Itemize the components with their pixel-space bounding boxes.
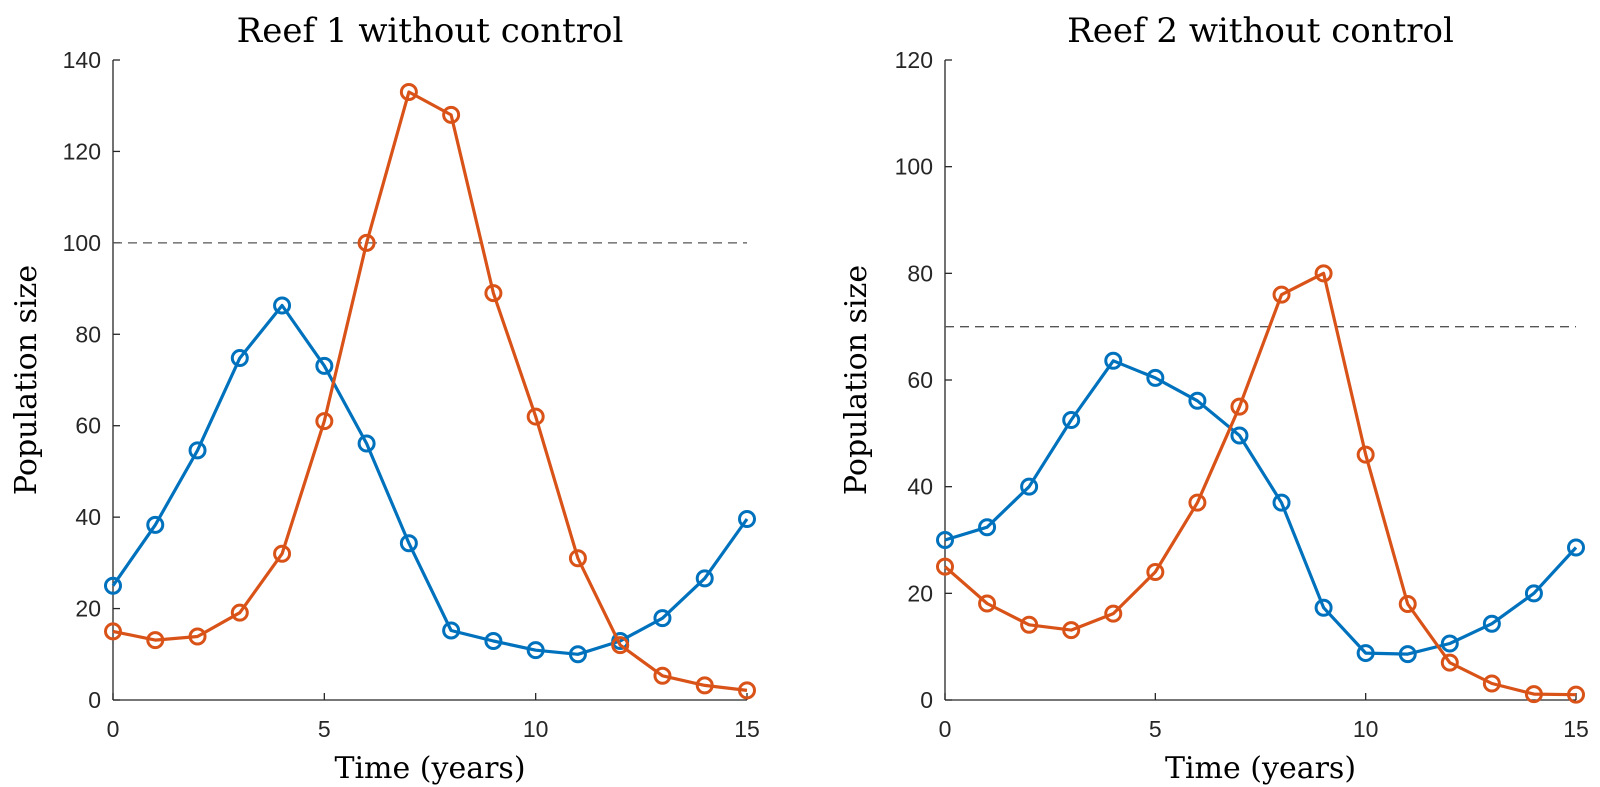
data-point	[273, 296, 292, 315]
x-tick-label: 15	[1563, 716, 1589, 742]
data-point	[1062, 411, 1081, 429]
y-tick-label: 0	[920, 687, 933, 713]
data-point	[230, 603, 249, 622]
x-tick-label: 10	[1353, 716, 1379, 742]
data-point	[188, 441, 207, 460]
y-tick-label: 20	[75, 596, 101, 622]
data-point	[1356, 644, 1375, 663]
y-tick-label: 40	[907, 474, 933, 500]
data-point	[357, 233, 376, 252]
y-tick-label: 40	[75, 504, 101, 530]
data-point	[1146, 563, 1165, 581]
y-tick-label: 60	[907, 367, 933, 393]
x-tick-label: 5	[318, 716, 331, 742]
series-line-2	[112, 90, 748, 692]
data-point	[1567, 538, 1585, 557]
data-point	[1398, 645, 1417, 664]
data-point	[1272, 493, 1291, 512]
data-point	[230, 349, 249, 368]
data-point	[1314, 264, 1333, 283]
data-point	[1188, 391, 1207, 410]
data-point	[1020, 477, 1039, 496]
data-point	[526, 407, 545, 426]
series-line-1	[944, 359, 1578, 656]
data-point	[146, 631, 165, 650]
data-point	[568, 645, 587, 664]
x-axis-label: Time (years)	[334, 751, 525, 786]
data-point	[1482, 614, 1501, 633]
y-tick-label: 20	[907, 580, 933, 606]
data-point	[315, 356, 334, 375]
data-point	[104, 622, 122, 641]
data-point	[653, 609, 672, 628]
y-tick-label: 120	[895, 47, 933, 73]
data-point	[1440, 634, 1459, 653]
data-point	[399, 534, 418, 553]
data-point	[1020, 615, 1039, 634]
y-tick-label: 80	[75, 321, 101, 347]
data-point	[484, 284, 503, 303]
data-point	[695, 569, 714, 588]
data-point	[188, 627, 207, 646]
data-point	[611, 636, 630, 655]
data-point	[442, 621, 461, 640]
data-point	[399, 83, 418, 101]
data-point	[1314, 598, 1333, 617]
y-tick-label: 60	[75, 413, 101, 439]
data-point	[695, 676, 714, 695]
chart-panel-2: Reef 2 without control 0 20 40 60 80 100 120 0 5 1…	[839, 11, 1589, 786]
data-point	[1567, 685, 1585, 704]
data-point	[484, 632, 503, 651]
y-tick-label: 100	[63, 230, 101, 256]
data-point	[1398, 595, 1417, 613]
y-tick-label: 0	[88, 687, 101, 713]
data-point	[1482, 674, 1501, 693]
data-point	[738, 509, 756, 528]
data-point	[1524, 584, 1543, 603]
data-point	[1230, 397, 1249, 416]
data-point	[738, 681, 756, 700]
data-point	[936, 557, 954, 576]
y-axis-label: Population size	[839, 265, 874, 495]
x-axis-label: Time (years)	[1165, 751, 1356, 786]
data-point	[1104, 604, 1123, 623]
data-point	[526, 641, 545, 660]
data-point	[104, 576, 122, 595]
data-point	[1146, 368, 1165, 387]
data-point	[1440, 653, 1459, 672]
data-point	[357, 434, 376, 453]
data-point	[442, 105, 461, 124]
data-point	[273, 544, 292, 563]
x-tick-label: 5	[1149, 716, 1162, 742]
chart-title: Reef 1 without control	[237, 11, 624, 51]
chart-panel-1: Reef 1 without control020406080100120140…	[9, 11, 760, 786]
y-tick-label: 80	[907, 260, 933, 286]
data-point	[1230, 426, 1249, 445]
x-tick-label: 0	[939, 716, 952, 742]
data-point	[978, 518, 997, 537]
data-point	[1272, 285, 1291, 304]
x-tick-label: 10	[523, 716, 549, 742]
y-tick-label: 100	[895, 154, 933, 180]
x-tick-label: 0	[107, 716, 120, 742]
series-line-1	[111, 303, 749, 656]
chart-title: Reef 2 without control	[1067, 11, 1454, 51]
data-point	[1104, 351, 1123, 370]
y-tick-label: 120	[63, 138, 101, 164]
data-point	[978, 594, 997, 613]
y-tick-label: 140	[63, 47, 101, 73]
data-point	[146, 515, 165, 534]
data-point	[1062, 621, 1081, 640]
data-point	[1188, 493, 1207, 512]
data-point	[315, 412, 334, 431]
data-point	[936, 531, 954, 549]
data-point	[1356, 445, 1375, 464]
data-point	[568, 549, 587, 568]
y-axis-label: Population size	[9, 265, 44, 495]
x-tick-label: 15	[734, 716, 760, 742]
data-point	[1524, 685, 1543, 704]
data-point	[653, 666, 672, 685]
series-line-2	[943, 271, 1577, 697]
